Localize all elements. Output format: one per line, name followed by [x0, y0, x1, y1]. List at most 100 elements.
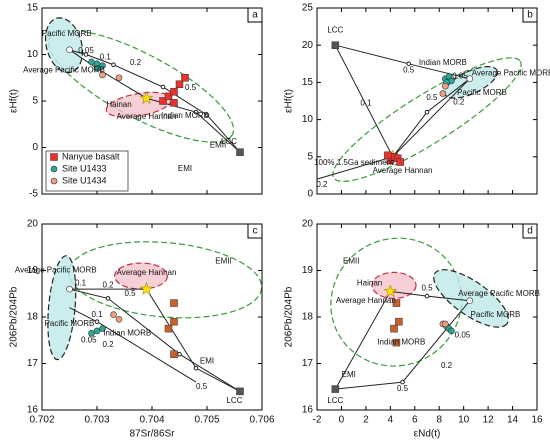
legend-label: Nanyue basalt — [62, 151, 120, 161]
mixing-node — [105, 296, 111, 301]
x-tick-label: -2 — [313, 415, 322, 426]
annotation: 0.2 — [441, 361, 453, 370]
annotation: Pacific MORB — [45, 319, 95, 328]
annotation: Average Hannan — [336, 296, 396, 305]
circle-marker — [442, 320, 449, 328]
annotation: Pacific MORB — [457, 88, 507, 97]
x-axis-label: 87Sr/86Sr — [129, 429, 175, 440]
annotation: EMI — [200, 356, 214, 365]
circle-marker — [439, 90, 447, 97]
y-tick-label: 10 — [27, 49, 39, 60]
annotation: EMII — [215, 256, 231, 265]
mixing-curve — [69, 288, 241, 392]
annotation: Indian MORB — [161, 111, 209, 120]
annotation: Indian MORB — [377, 338, 425, 347]
annotation: Pacific MORB — [471, 310, 521, 319]
annotation: LCC — [226, 396, 242, 405]
circle-marker — [93, 327, 101, 335]
square-marker — [236, 387, 244, 396]
annotation: Hainan — [357, 279, 382, 288]
annotation: 0.05 — [81, 335, 97, 344]
mixing-node — [193, 109, 199, 115]
panel-letter-box — [522, 7, 538, 23]
annotation: 0.2 — [130, 58, 142, 67]
annotation: 0.5 — [426, 93, 438, 102]
annotation: LCC — [327, 25, 343, 34]
annotation: 0.5 — [196, 382, 208, 391]
annotation: 0.2 — [102, 280, 114, 289]
annotation: 0.05 — [452, 72, 468, 81]
y-tick-label: 5 — [32, 96, 38, 107]
y-tick-label: 10 — [302, 114, 314, 125]
y-tick-label: -5 — [29, 189, 38, 200]
annotation: Average Hannan — [117, 268, 177, 277]
square-marker — [396, 158, 404, 166]
circle-marker — [93, 65, 101, 72]
y-tick-label: 18 — [302, 312, 314, 323]
panel-letter: d — [527, 226, 533, 237]
x-tick-label: 0.705 — [194, 415, 219, 426]
field — [371, 271, 417, 300]
circle-marker — [99, 62, 106, 69]
panel: 16 17 18 19 20 -2 0 2 4 6 8 10 12 14 16 εNd(t) 206Pb/204… — [284, 219, 543, 440]
mixing-curve — [146, 288, 241, 392]
y-tick-label: 17 — [302, 358, 314, 369]
x-tick-label: 8 — [436, 415, 442, 426]
annotation: LCC — [221, 137, 237, 146]
panel-letter-box — [522, 223, 538, 239]
annotation: 0.5 — [397, 384, 409, 393]
plot-frame — [41, 223, 263, 411]
panel: 16 17 18 19 20 0.702 0.703 0.704 0.705 0.706 87Sr/… — [9, 219, 275, 440]
square-marker — [164, 92, 173, 101]
panel-letter: a — [252, 10, 258, 21]
x-tick-label: 0.706 — [249, 415, 274, 426]
mixing-node — [406, 61, 411, 67]
x-tick-label: 16 — [531, 415, 543, 426]
annotation: 0.5 — [403, 66, 415, 75]
annotation: Average Hannan — [117, 112, 177, 121]
mixing-node — [424, 109, 430, 115]
x-tick-label: 0.702 — [29, 415, 54, 426]
annotation: Average Pacific MORB — [23, 65, 105, 74]
annotation: 0.2 — [102, 340, 114, 349]
mixing-node — [83, 52, 89, 57]
x-tick-label: 12 — [483, 415, 495, 426]
annotation: LCC — [327, 396, 343, 405]
annotation: EMII — [343, 256, 359, 265]
y-axis-label: εHf(t) — [9, 89, 20, 113]
square-marker — [170, 299, 178, 307]
annotation: Average Hannan — [373, 166, 433, 175]
annotation: 0.1 — [91, 310, 103, 319]
square-marker — [181, 74, 189, 82]
x-tick-label: 6 — [412, 415, 418, 426]
annotation: Average Pacific MORB — [472, 69, 550, 78]
y-tick-label: 16 — [27, 405, 39, 416]
mixing-node — [204, 112, 210, 118]
panel-letter-box — [247, 223, 263, 239]
circle-marker — [466, 75, 474, 82]
y-tick-label: 0 — [32, 142, 38, 153]
panel-letter-box — [247, 7, 263, 23]
mixing-curve — [69, 49, 241, 153]
panel-letter: b — [527, 10, 533, 21]
square-marker — [164, 324, 173, 333]
y-axis-label: εHf(t) — [284, 89, 295, 113]
annotation: 100% 1.5Ga sediment — [314, 158, 394, 167]
panel-letter: c — [253, 226, 258, 237]
annotation: EMI — [342, 370, 356, 379]
square-marker — [175, 80, 184, 89]
circle-marker — [442, 82, 449, 90]
y-tick-label: 16 — [302, 405, 314, 416]
field — [44, 17, 84, 74]
legend-box — [45, 150, 129, 192]
square-marker — [170, 317, 178, 326]
annotation: EMII — [210, 141, 226, 150]
x-tick-label: 4 — [388, 415, 394, 426]
annotation: EMI — [178, 164, 192, 173]
panel: -5 0 5 10 15 εHf(t) a 0.05 0.1 0.2 0.5 Pacific MORB… — [9, 3, 263, 200]
y-tick-label: 19 — [27, 265, 39, 276]
legend-label: Site U1434 — [62, 175, 107, 185]
mixing-node — [160, 84, 166, 90]
circle-marker — [110, 311, 117, 318]
